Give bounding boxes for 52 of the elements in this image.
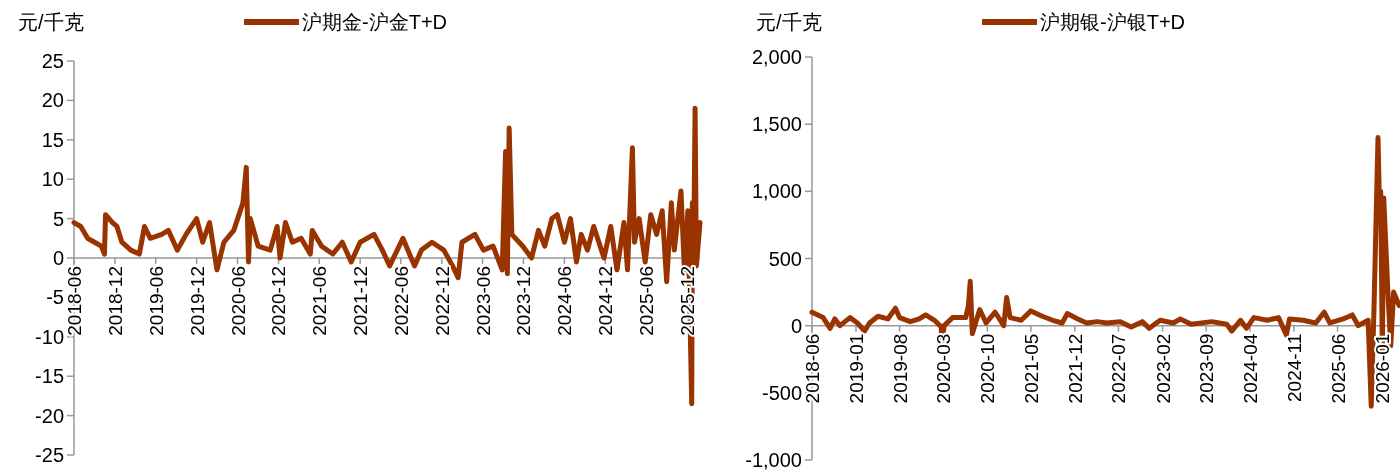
x-tick-label: 2020-03 xyxy=(933,333,955,404)
y-tick-label: 0 xyxy=(790,314,802,337)
y-axis-title: 元/千克 xyxy=(18,11,84,33)
x-tick-label: 2024-11 xyxy=(1283,333,1305,402)
x-tick-label: 2020-10 xyxy=(977,333,999,404)
x-tick-label: 2024-06 xyxy=(554,266,576,336)
x-tick-label: 2026-01 xyxy=(1371,333,1393,404)
x-tick-label: 2019-08 xyxy=(889,333,911,404)
y-tick-label: 25 xyxy=(41,50,64,72)
y-tick-label: -1,000 xyxy=(745,449,802,471)
y-tick-label: -20 xyxy=(35,404,64,427)
x-tick-label: 2019-01 xyxy=(845,333,867,404)
y-tick-label: 500 xyxy=(768,247,802,270)
y-tick-label: 1,000 xyxy=(751,180,802,203)
y-tick-label: 10 xyxy=(41,168,64,191)
x-tick-label: 2022-12 xyxy=(431,266,453,336)
y-tick-label: -500 xyxy=(761,381,802,404)
y-axis-title: 元/千克 xyxy=(756,11,822,33)
x-tick-label: 2025-06 xyxy=(636,266,658,336)
x-tick-label: 2018-12 xyxy=(104,266,126,336)
y-tick-label: 20 xyxy=(41,89,64,112)
x-tick-label: 2025-06 xyxy=(1327,333,1349,404)
y-tick-label: -5 xyxy=(46,286,64,309)
legend-label: 沪期金-沪金T+D xyxy=(302,11,447,33)
y-tick-label: 0 xyxy=(52,247,64,269)
x-tick-label: 2020-12 xyxy=(268,266,290,336)
x-tick-label: 2025-12 xyxy=(677,266,699,336)
x-tick-label: 2019-12 xyxy=(186,266,208,336)
x-tick-label: 2021-12 xyxy=(1064,333,1086,404)
y-tick-label: -10 xyxy=(35,325,64,348)
x-tick-label: 2023-12 xyxy=(513,266,535,336)
x-tick-label: 2023-09 xyxy=(1196,333,1218,404)
x-tick-label: 2021-05 xyxy=(1020,333,1042,404)
y-tick-label: 15 xyxy=(41,128,64,151)
y-tick-label: 5 xyxy=(52,207,64,230)
y-tick-label: 1,500 xyxy=(751,113,802,136)
x-tick-label: 2022-07 xyxy=(1108,333,1130,404)
x-tick-label: 2023-02 xyxy=(1152,333,1174,404)
x-tick-label: 2024-04 xyxy=(1239,333,1261,404)
x-tick-label: 2018-06 xyxy=(802,333,823,404)
y-tick-label: 2,000 xyxy=(751,46,802,68)
x-tick-label: 2022-06 xyxy=(390,266,412,336)
legend-label: 沪期银-沪银T+D xyxy=(1040,11,1185,33)
x-tick-label: 2024-12 xyxy=(595,266,617,336)
x-tick-label: 2020-06 xyxy=(227,266,249,336)
x-tick-label: 2021-12 xyxy=(350,266,372,336)
x-tick-label: 2019-06 xyxy=(145,266,167,336)
y-tick-label: -25 xyxy=(35,444,64,466)
x-tick-label: 2021-06 xyxy=(309,266,331,336)
x-tick-label: 2018-06 xyxy=(64,266,85,336)
x-tick-label: 2023-06 xyxy=(472,266,494,336)
y-tick-label: -15 xyxy=(35,365,64,388)
